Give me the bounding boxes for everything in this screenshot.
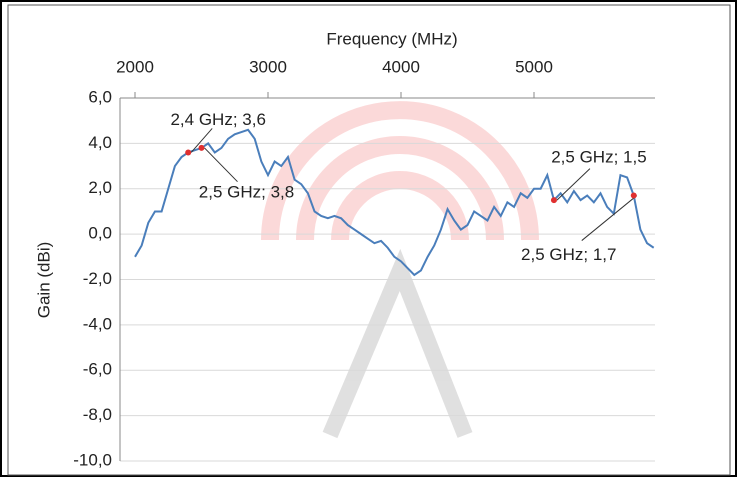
y-tick-label: 0,0: [88, 224, 112, 243]
y-axis-label: Gain (dBi): [34, 242, 53, 319]
x-tick-label: 5000: [515, 57, 553, 76]
annotation-marker: [198, 144, 205, 151]
leader-line: [556, 168, 591, 201]
y-tick-label: 4,0: [88, 133, 112, 152]
annotation-label: 2,5 GHz; 3,8: [199, 182, 294, 201]
annotation-label: 2,5 GHz; 1,7: [521, 245, 616, 264]
annotation-marker: [185, 149, 192, 156]
y-tick-label: -10,0: [73, 450, 112, 469]
x-tick-label: 3000: [249, 57, 287, 76]
inner-frame: [7, 4, 731, 476]
annotation-label: 2,5 GHz; 1,5: [551, 148, 646, 167]
y-tick-label: -2,0: [83, 269, 112, 288]
x-tick-label: 2000: [116, 57, 154, 76]
leader-line: [190, 128, 213, 153]
y-tick-label: 2,0: [88, 178, 112, 197]
annotation-marker: [550, 197, 557, 204]
leader-line: [204, 147, 238, 183]
x-tick-label: 4000: [382, 57, 420, 76]
leader-line: [581, 195, 638, 241]
chart-title: Frequency (MHz): [326, 29, 457, 48]
y-tick-label: 6,0: [88, 87, 112, 106]
y-tick-label: -4,0: [83, 314, 112, 333]
data-line: [134, 128, 655, 277]
y-tick-label: -6,0: [83, 360, 112, 379]
annotation-label: 2,4 GHz; 3,6: [170, 110, 265, 129]
annotation-marker: [630, 192, 637, 199]
y-tick-label: -8,0: [83, 405, 112, 424]
watermark: [261, 101, 539, 439]
